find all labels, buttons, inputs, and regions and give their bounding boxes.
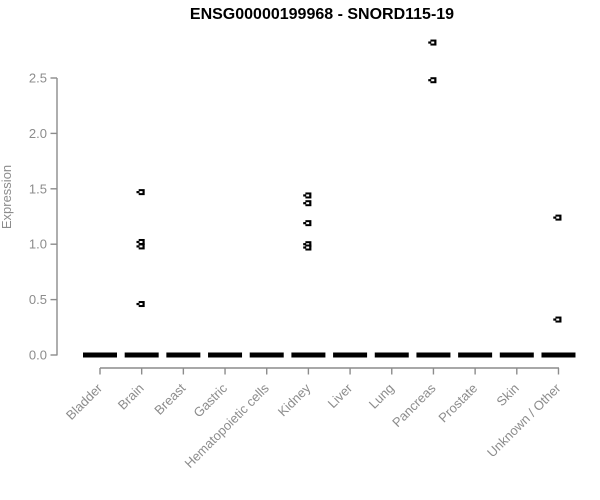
data-point — [553, 214, 562, 221]
data-point — [428, 39, 437, 46]
zero-cluster-bar — [249, 352, 284, 358]
data-point — [428, 77, 437, 84]
y-tick-label: 1.0 — [29, 237, 47, 252]
data-point — [553, 316, 562, 323]
x-category-label: Lung — [366, 381, 397, 412]
y-tick-label: 0.0 — [29, 348, 47, 363]
data-point — [303, 220, 312, 227]
x-category-label: Pancreas — [389, 380, 439, 430]
data-point — [303, 200, 312, 207]
y-tick-label: 0.5 — [29, 292, 47, 307]
data-point — [136, 189, 145, 196]
x-category-label: Breast — [151, 380, 188, 417]
x-category-label: Prostate — [435, 381, 480, 426]
zero-cluster-bar — [333, 352, 368, 358]
zero-cluster-bar — [458, 352, 493, 358]
y-tick-label: 1.5 — [29, 181, 47, 196]
zero-cluster-bar — [166, 352, 201, 358]
x-category-label: Brain — [115, 381, 147, 413]
x-category-label: Unknown / Other — [484, 380, 564, 460]
x-category-label: Gastric — [190, 380, 230, 420]
zero-cluster-bar — [208, 352, 243, 358]
y-axis-title: Expression — [0, 165, 14, 229]
x-category-label: Bladder — [63, 380, 106, 423]
data-point — [136, 301, 145, 308]
data-point — [303, 244, 312, 251]
x-category-label: Skin — [493, 381, 521, 409]
data-point — [303, 241, 312, 248]
zero-cluster-bar — [416, 352, 451, 358]
zero-cluster-bar — [499, 352, 534, 358]
data-point — [303, 192, 312, 199]
chart-title: ENSG00000199968 - SNORD115-19 — [189, 6, 455, 23]
y-tick-label: 2.5 — [29, 71, 47, 86]
zero-cluster-bar — [374, 352, 409, 358]
zero-cluster-bar — [83, 352, 117, 358]
zero-cluster-bar — [541, 352, 576, 358]
y-tick-label: 2.0 — [29, 126, 47, 141]
x-category-label: Liver — [325, 380, 356, 411]
x-category-label: Kidney — [275, 380, 314, 419]
zero-cluster-bar — [291, 352, 326, 358]
zero-cluster-bar — [124, 352, 159, 358]
data-point — [136, 238, 145, 245]
data-point — [136, 243, 145, 250]
